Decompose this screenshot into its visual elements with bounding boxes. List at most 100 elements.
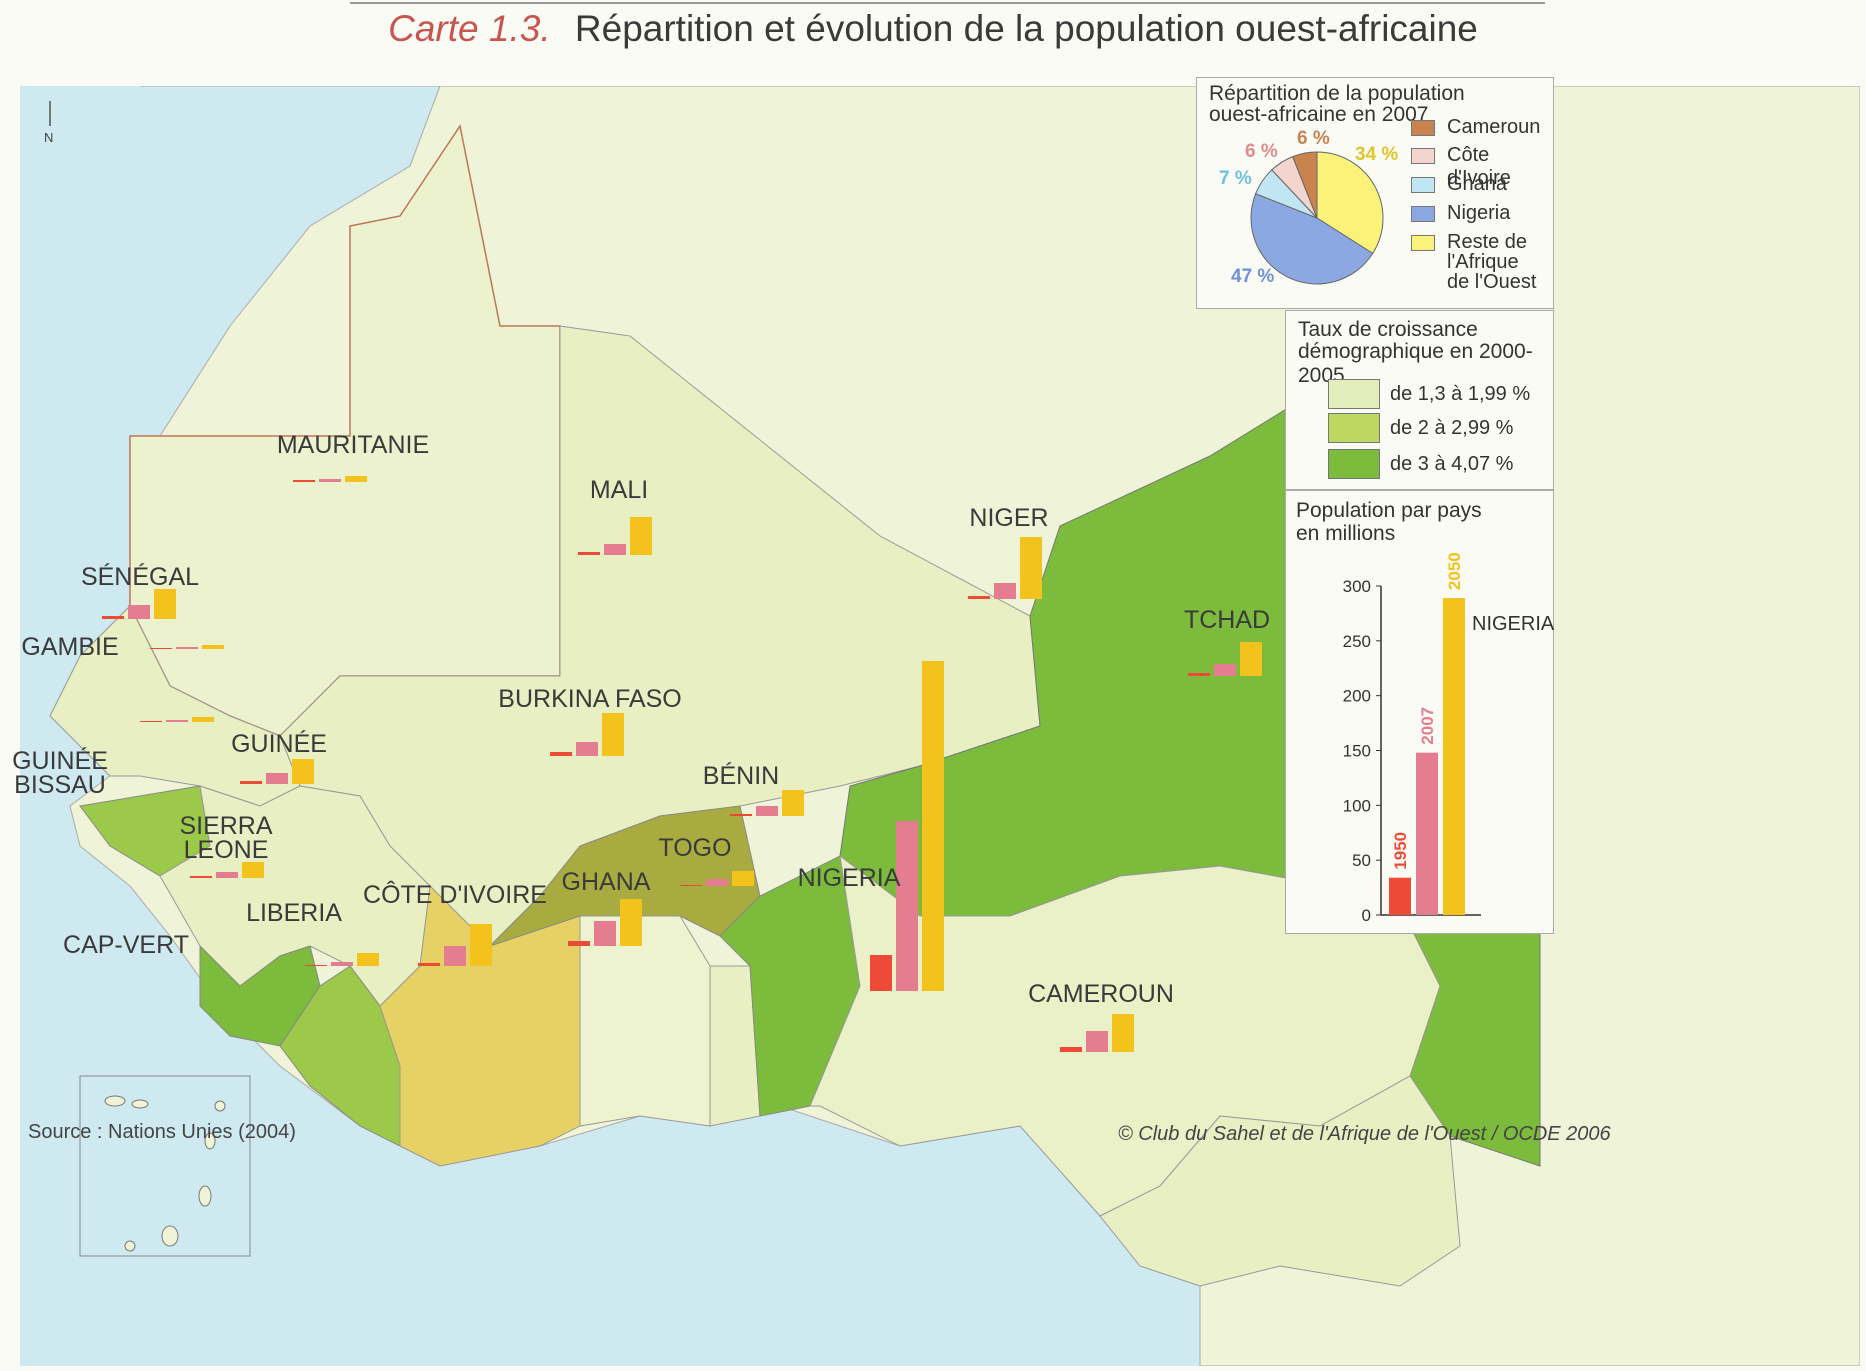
- north-label: N: [44, 130, 53, 145]
- label-burkina: BURKINA FASO: [498, 685, 682, 713]
- label-ghana: GHANA: [561, 868, 651, 896]
- bar-cameroun-2007: [1086, 1031, 1108, 1052]
- bar-niger-2007: [994, 583, 1016, 599]
- bar-ghana-1950: [568, 941, 590, 946]
- swatch-growth-mid: [1328, 413, 1380, 443]
- bar-guinee-2050: [292, 759, 314, 784]
- bar-burkina-2050: [602, 713, 624, 756]
- bar-guinee-bissau-2050: [192, 717, 214, 722]
- legend-cote-ivoire: Côte d'Ivoire: [1447, 144, 1511, 189]
- pop-year-label-2050: 2050: [1445, 552, 1464, 590]
- pop-tick-label: 200: [1343, 687, 1371, 706]
- pct-reste: 34 %: [1355, 144, 1399, 165]
- bar-niger-1950: [968, 596, 990, 599]
- pop-bar-chart: 300 250 200 150 100 50 0 1950 2007 2050: [1343, 552, 1481, 925]
- bar-nigeria-1950: [870, 955, 892, 991]
- country-bars: [102, 476, 1262, 1052]
- swatch-growth-low: [1328, 379, 1380, 409]
- label-tchad: TCHAD: [1183, 606, 1271, 634]
- bar-ghana-2007: [594, 921, 616, 946]
- bar-guinee-bissau-2007: [166, 720, 188, 722]
- swatch-growth-high: [1328, 449, 1380, 479]
- bar-sierra-leone-2007: [216, 872, 238, 878]
- swatch-reste: [1411, 235, 1435, 251]
- bar-tchad-2050: [1240, 642, 1262, 676]
- bar-tchad-2007: [1214, 664, 1236, 676]
- pct-cote-ivoire: 6 %: [1245, 141, 1278, 162]
- bar-guinee-1950: [240, 781, 262, 784]
- top-rule: [350, 2, 1545, 4]
- bar-togo-2007: [706, 879, 728, 886]
- bar-nigeria-2007: [896, 821, 918, 991]
- bar-benin-1950: [730, 814, 752, 816]
- bar-togo-2050: [732, 871, 754, 886]
- bar-togo-1950: [680, 885, 702, 886]
- label-mauritanie: MAURITANIE: [276, 431, 430, 459]
- region-ghana: [579, 915, 711, 1127]
- label-cote-ivoire: CÔTE D'IVOIRE: [363, 881, 547, 909]
- bar-guinee-2007: [266, 773, 288, 784]
- pie-slice-nigeria: [1250, 193, 1374, 285]
- pop-bar-2050: [1443, 598, 1465, 915]
- bar-benin-2050: [782, 790, 804, 816]
- pop-tick-label: 250: [1343, 632, 1371, 651]
- pop-tick-label: 100: [1343, 796, 1371, 815]
- label-nigeria: NIGERIA: [797, 864, 901, 892]
- pop-country-label: NIGERIA: [1472, 613, 1555, 635]
- bar-burkina-2007: [576, 742, 598, 756]
- bar-gambie-1950: [150, 648, 172, 649]
- title-number: Carte 1.3.: [388, 8, 551, 49]
- pie-chart: [1250, 151, 1384, 285]
- bar-ghana-2050: [620, 899, 642, 946]
- pop-bar-1950: [1389, 877, 1411, 915]
- legend-cameroun: Cameroun: [1447, 116, 1541, 138]
- bar-nigeria-2050: [922, 661, 944, 991]
- page-title: Carte 1.3. Répartition et évolution de l…: [0, 8, 1866, 50]
- bar-mauritanie-2050: [345, 476, 367, 482]
- bar-mauritanie-2007: [319, 479, 341, 482]
- bar-senegal-2007: [128, 605, 150, 619]
- swatch-cameroun: [1411, 120, 1435, 136]
- pop-title-2: en millions: [1296, 522, 1396, 545]
- pie-title-1: Répartition de la population: [1209, 82, 1465, 105]
- label-guinee: GUINÉE: [231, 730, 327, 758]
- bar-benin-2007: [756, 806, 778, 816]
- source-note: Source : Nations Unies (2004): [28, 1121, 296, 1143]
- label-liberia: LIBERIA: [246, 899, 342, 927]
- cap-vert-inset: [79, 1075, 251, 1257]
- pie-title-2: ouest-africaine en 2007: [1209, 103, 1429, 126]
- pie-slice-cameroun: [1292, 151, 1318, 219]
- bar-liberia-2007: [331, 962, 353, 966]
- legend-reste-2: l'Afrique: [1447, 251, 1519, 273]
- bar-senegal-1950: [102, 616, 124, 619]
- growth-label-low: de 1,3 à 1,99 %: [1390, 383, 1531, 405]
- bar-cameroun-2050: [1112, 1014, 1134, 1052]
- bar-mauritanie-1950: [293, 480, 315, 482]
- bar-niger-2050: [1020, 537, 1042, 599]
- pop-bar-2007: [1416, 752, 1438, 915]
- label-guinee-bissau-2: BISSAU: [14, 771, 106, 799]
- bar-sierra-leone-1950: [190, 876, 212, 878]
- bar-cote-ivoire-2007: [444, 946, 466, 966]
- bar-liberia-2050: [357, 953, 379, 966]
- growth-label-high: de 3 à 4,07 %: [1390, 453, 1514, 475]
- label-gambie: GAMBIE: [21, 633, 119, 661]
- pop-tick-label: 300: [1343, 577, 1371, 596]
- label-senegal: SÉNÉGAL: [80, 563, 200, 591]
- pop-tick-label: 50: [1352, 851, 1371, 870]
- label-guinee-bissau-1: GUINÉE: [12, 747, 108, 775]
- growth-label-mid: de 2 à 2,99 %: [1390, 417, 1514, 439]
- label-cap-vert: CAP-VERT: [63, 931, 189, 959]
- label-sierra-2: LEONE: [183, 836, 269, 864]
- pop-panel: Population par pays en millions 300 250 20…: [1285, 490, 1554, 934]
- bar-cote-ivoire-1950: [418, 963, 440, 966]
- west-africa-map: N: [20, 86, 1860, 1366]
- label-mali: MALI: [589, 476, 649, 504]
- legend-nigeria: Nigeria: [1447, 202, 1511, 224]
- title-text: Répartition et évolution de la populatio…: [574, 8, 1478, 49]
- bar-sierra-leone-2050: [242, 862, 264, 878]
- bar-cote-ivoire-2050: [470, 924, 492, 966]
- legend-reste-1: Reste de: [1447, 231, 1528, 253]
- bar-guinee-bissau-1950: [140, 721, 162, 722]
- label-niger: NIGER: [969, 504, 1049, 532]
